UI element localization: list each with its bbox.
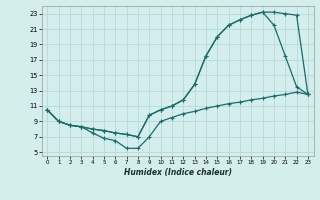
- X-axis label: Humidex (Indice chaleur): Humidex (Indice chaleur): [124, 168, 232, 177]
